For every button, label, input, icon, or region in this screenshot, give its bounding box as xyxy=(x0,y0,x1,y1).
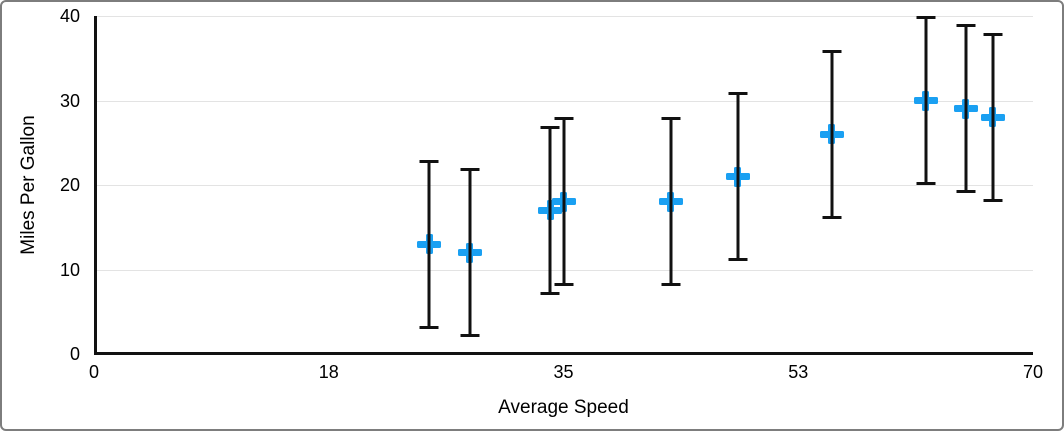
y-tick-label: 0 xyxy=(69,344,80,364)
gridline xyxy=(94,16,1033,17)
x-axis-line xyxy=(94,352,1033,355)
y-tick-label: 10 xyxy=(59,259,80,280)
error-bar xyxy=(540,125,560,295)
y-tick-label: 30 xyxy=(59,90,80,111)
plot-area xyxy=(94,16,1033,355)
x-tick-label: 70 xyxy=(1022,362,1044,382)
x-tick-label: 53 xyxy=(788,362,809,382)
error-bar xyxy=(983,32,1003,202)
error-bar xyxy=(661,117,681,287)
x-tick-label: 18 xyxy=(318,362,339,382)
x-tick-label: 0 xyxy=(88,362,100,382)
gridline xyxy=(94,100,1033,102)
x-axis-ticks: 0 18 35 53 70 xyxy=(89,362,1043,383)
error-bar xyxy=(728,92,748,262)
error-bar xyxy=(956,24,976,194)
y-tick-label: 20 xyxy=(59,175,80,195)
error-bar xyxy=(460,168,480,338)
error-bar xyxy=(554,117,573,287)
error-bar xyxy=(419,159,439,329)
y-tick-label: 40 xyxy=(59,6,80,26)
x-axis-title: Average Speed xyxy=(498,397,629,418)
x-tick-label: 35 xyxy=(553,362,574,382)
y-axis-line xyxy=(94,16,97,354)
y-axis-ticks: 0 10 20 30 40 xyxy=(2,7,82,363)
error-bar xyxy=(916,16,936,185)
error-bar xyxy=(822,49,842,219)
